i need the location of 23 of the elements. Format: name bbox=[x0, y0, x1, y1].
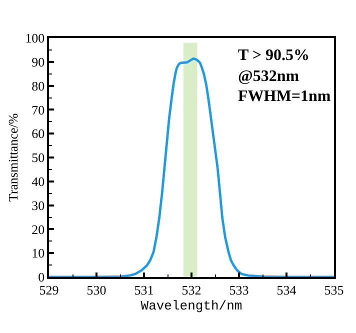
y-tick-label: 0 bbox=[38, 270, 45, 285]
y-tick-label: 60 bbox=[32, 126, 45, 142]
x-tick-label: 529 bbox=[39, 282, 59, 298]
annotation: @532nm bbox=[238, 68, 300, 85]
y-tick-label: 40 bbox=[32, 174, 45, 189]
y-axis-title: Transmittance/% bbox=[6, 113, 21, 202]
y-tick-label: 30 bbox=[32, 198, 45, 213]
y-tick-label: 50 bbox=[32, 150, 45, 166]
annotation: FWHM=1nm bbox=[238, 88, 332, 105]
x-tick-label: 532 bbox=[182, 282, 202, 298]
y-tick-label: 100 bbox=[25, 30, 45, 46]
x-axis-title: Wavelength/nm bbox=[140, 298, 242, 314]
y-tick-label: 90 bbox=[32, 54, 45, 70]
x-tick-label: 534 bbox=[276, 282, 297, 298]
x-tick-label: 535 bbox=[324, 282, 344, 298]
y-tick-label: 20 bbox=[32, 222, 45, 237]
x-tick-label: 533 bbox=[229, 282, 249, 298]
x-tick-label: 531 bbox=[134, 282, 154, 298]
y-tick-label: 10 bbox=[32, 246, 45, 261]
y-tick-label: 70 bbox=[32, 102, 45, 118]
y-tick-label: 80 bbox=[32, 78, 45, 94]
annotation: T > 90.5% bbox=[238, 47, 310, 64]
x-tick-label: 530 bbox=[86, 282, 106, 298]
